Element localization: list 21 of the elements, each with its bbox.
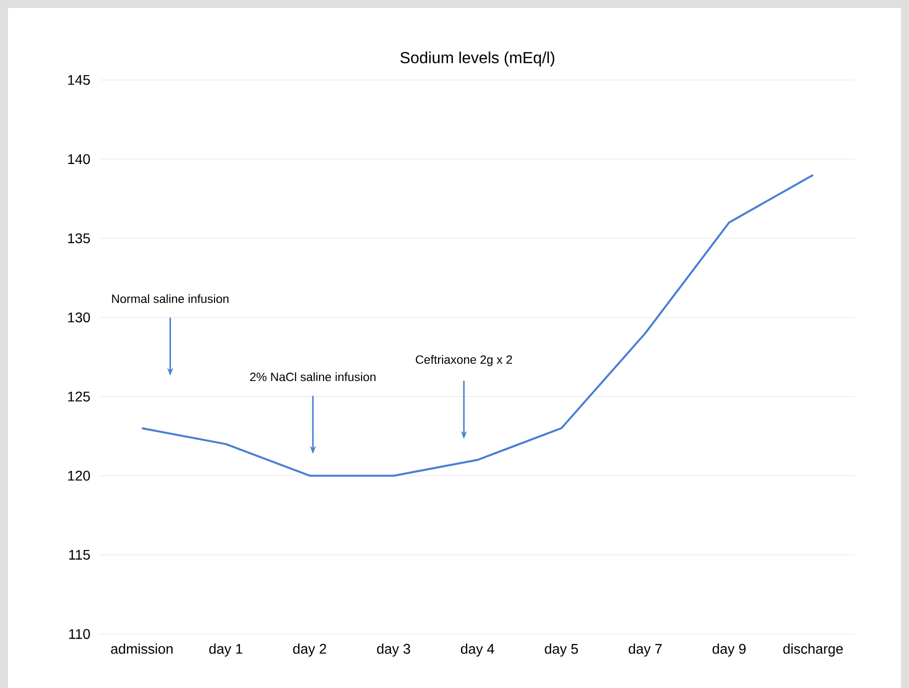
y-tick-label: 140 [68, 154, 90, 164]
x-tick-label: day 4 [460, 644, 494, 657]
annotation: Ceftriaxone 2g x 2 [416, 355, 512, 366]
chart-title: Sodium levels (mEq/l) [400, 52, 554, 66]
y-tick-label: 110 [69, 629, 90, 639]
annotation: Normal saline infusion [112, 294, 228, 304]
x-tick-label: day 7 [628, 644, 662, 657]
y-tick-label: 120 [68, 470, 90, 481]
x-tick-label: day 9 [712, 644, 746, 657]
x-tick-label: admission [111, 644, 173, 654]
x-tick-label: day 1 [209, 644, 242, 657]
x-tick-label: day 5 [544, 644, 578, 657]
y-tick-label: 145 [68, 75, 90, 85]
x-tick-label: day 3 [377, 644, 410, 657]
y-tick-label: 115 [69, 550, 90, 560]
y-tick-label: 130 [68, 312, 90, 322]
annotation: 2% NaCl saline infusion [250, 372, 376, 382]
x-tick-label: discharge [783, 644, 843, 657]
x-tick-label: day 2 [293, 644, 326, 657]
y-tick-label: 135 [68, 233, 90, 244]
y-tick-label: 125 [68, 392, 90, 402]
